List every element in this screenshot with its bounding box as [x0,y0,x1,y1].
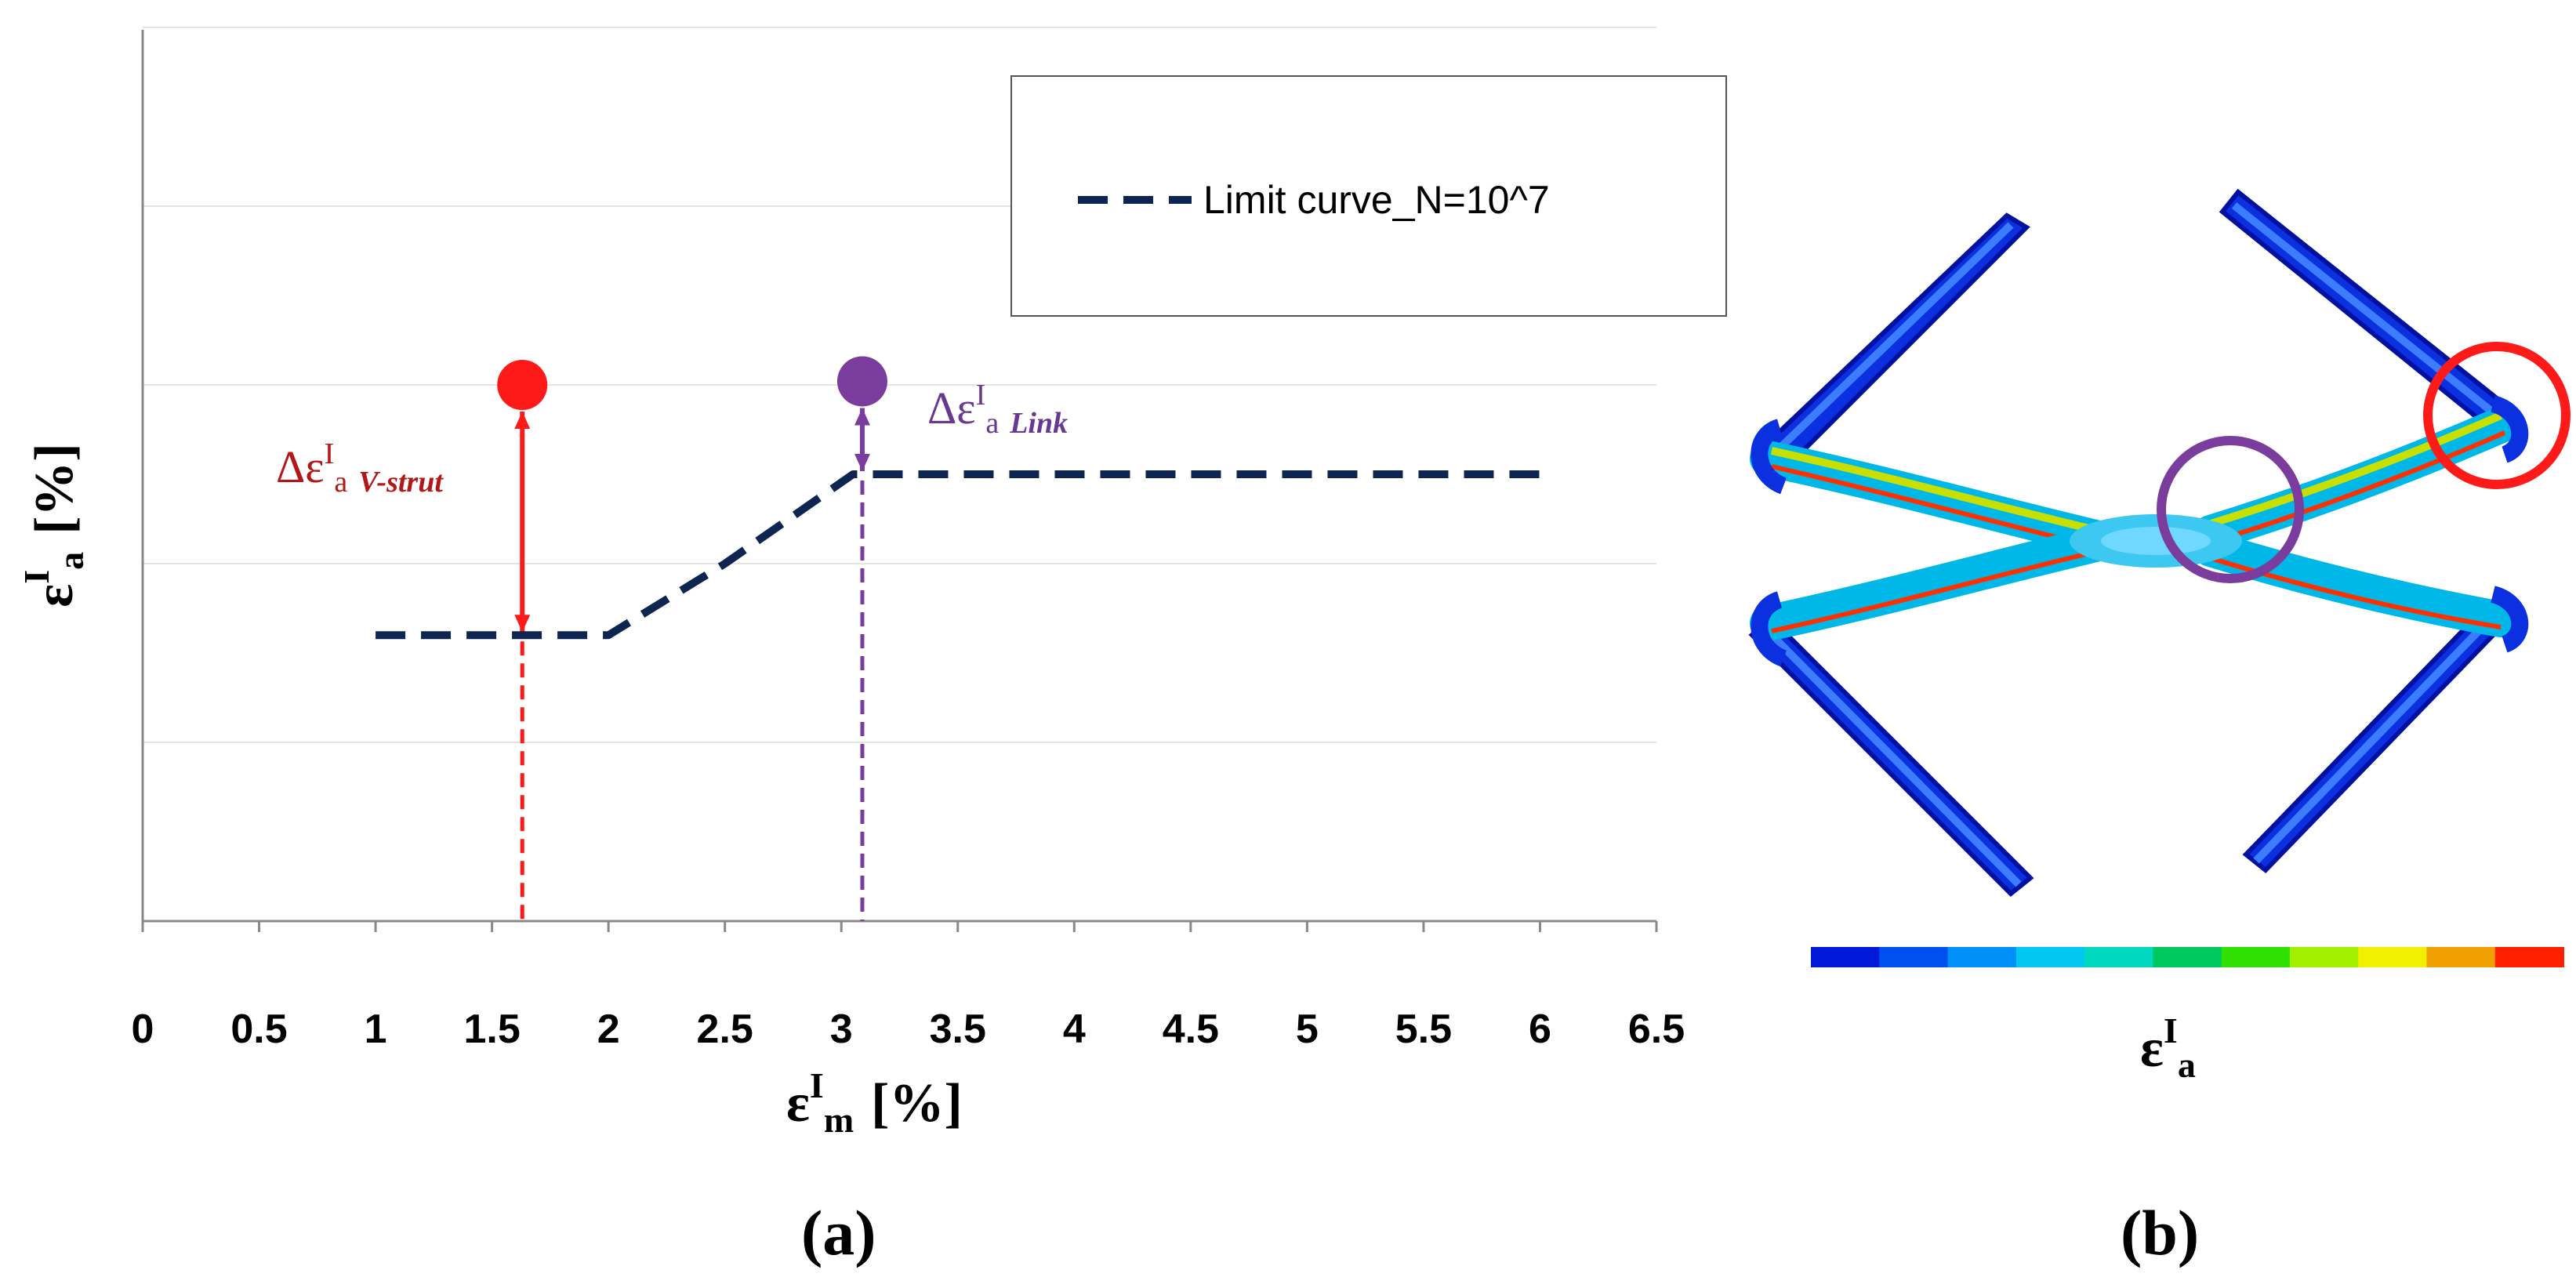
panel-a-label: (a) [801,1197,876,1268]
panel-b-label: (b) [2121,1197,2199,1268]
x-tick-label: 3.5 [930,1007,986,1052]
colorbar-segment [2084,947,2154,967]
v-strut-point [497,360,548,410]
contour-figure-panel-b: εIa (b) [1748,188,2571,1268]
x-tick-label: 2 [597,1007,620,1052]
stent-cell-illustration [1748,188,2529,898]
v-strut-arrowhead-top [514,412,531,429]
colorbar-label: εIa [2140,1010,2196,1085]
colorbar-segment [2015,947,2086,967]
colorbar [1811,947,2564,967]
link-arrowhead-top [854,408,870,426]
x-tick-label: 1.5 [463,1007,520,1052]
x-tick-label: 4.5 [1163,1007,1219,1052]
x-tick-label: 0.5 [230,1007,287,1052]
legend-label: Limit curve_N=10^7 [1203,178,1550,222]
link-annotation: ΔεIa Link [927,379,1068,440]
x-tick-label: 5 [1296,1007,1319,1052]
x-tick-label: 2.5 [697,1007,753,1052]
chart-panel-a: 0 0.5 1 1.5 2 2.5 3 3.5 4 4.5 5 5.5 6 6.5 ΔεIa V-strut… [16,27,1727,1268]
link-point [836,356,887,407]
x-tick-label: 6 [1529,1007,1551,1052]
colorbar-segment [2221,947,2291,967]
y-axis-label: εIa[%] [16,443,91,607]
colorbar-segment [2494,947,2564,967]
x-tick-label: 3 [830,1007,853,1052]
link-highlight-circle [2157,436,2304,583]
colorbar-segment [1947,947,2017,967]
colorbar-segment [2153,947,2222,967]
legend: Limit curve_N=10^7 [1010,75,1727,317]
x-ticks [141,921,1658,932]
colorbar-segment [1879,947,1949,967]
colorbar-segment [2426,947,2496,967]
v-strut-highlight-circle [2423,342,2571,489]
v-strut-annotation: ΔεIa V-strut [276,437,444,499]
x-tick-label: 1 [365,1007,387,1052]
colorbar-segment [2289,947,2360,967]
x-tick-label: 5.5 [1395,1007,1452,1052]
colorbar-segment [2358,947,2428,967]
v-strut-arrowhead-bottom [514,615,531,633]
limit-curve-series [376,470,1540,640]
x-tick-label: 0 [132,1007,154,1052]
x-tick-label: 6.5 [1628,1007,1685,1052]
x-tick-label: 4 [1063,1007,1086,1052]
x-tick-labels: 0 0.5 1 1.5 2 2.5 3 3.5 4 4.5 5 5.5 6 6.5 [132,1007,1685,1052]
x-axis-label: εIm [%] [786,1065,963,1140]
colorbar-segment [1811,947,1881,967]
link-arrowhead-bottom [854,454,870,471]
